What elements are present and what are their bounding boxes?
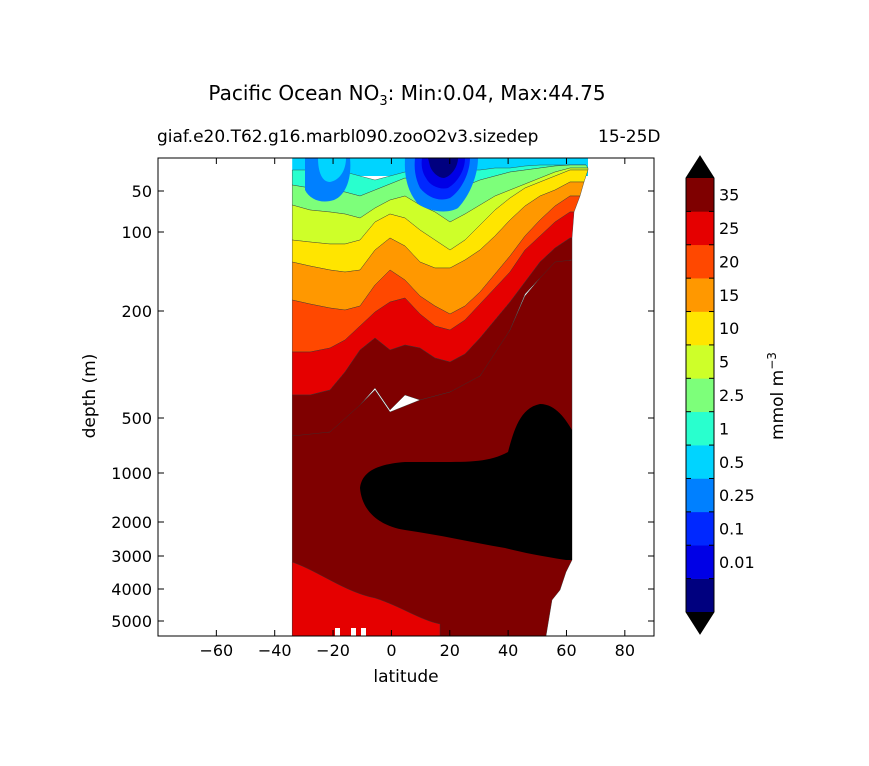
colorbar: 0.01 0.1 0.25 0.5 1 2.5 5 10 15 20 25 35 bbox=[685, 155, 755, 635]
plot-area-frame bbox=[157, 157, 655, 637]
x-tick-label: 60 bbox=[556, 641, 576, 660]
colorbar-tick-label: 20 bbox=[719, 252, 739, 271]
contour-band bbox=[318, 158, 346, 182]
x-tick-label: 40 bbox=[498, 641, 518, 660]
colorbar-swatch bbox=[686, 511, 714, 546]
x-tick-label: −60 bbox=[199, 641, 233, 660]
colorbar-swatch bbox=[686, 411, 714, 446]
colorbar-tick-label: 2.5 bbox=[719, 386, 744, 405]
colorbar-tick-label: 0.1 bbox=[719, 520, 744, 539]
colorbar-extend-max bbox=[686, 156, 714, 178]
contour-over-max bbox=[360, 404, 572, 560]
y-tick-label: 2000 bbox=[111, 513, 152, 532]
missing-data-cell bbox=[335, 628, 340, 636]
y-tick-label: 500 bbox=[121, 409, 152, 428]
colorbar-swatch bbox=[686, 378, 714, 412]
contour-field bbox=[292, 158, 589, 636]
colorbar-tick-label: 25 bbox=[719, 219, 739, 238]
contour-band bbox=[292, 561, 441, 636]
missing-data-cell bbox=[351, 628, 356, 636]
colorbar-tick-label: 10 bbox=[719, 319, 739, 338]
y-axis-label: depth (m) bbox=[80, 354, 100, 439]
colorbar-outline bbox=[685, 155, 715, 635]
colorbar-swatch bbox=[686, 545, 714, 579]
colorbar-swatch bbox=[686, 478, 714, 513]
colorbar-tick-label: 5 bbox=[719, 353, 729, 372]
x-tick-label: 0 bbox=[386, 641, 396, 660]
x-tick-label: −20 bbox=[316, 641, 350, 660]
x-tick-label: 20 bbox=[440, 641, 460, 660]
colorbar-swatch bbox=[686, 344, 714, 379]
colorbar-swatch bbox=[686, 211, 714, 246]
y-tick-label: 5000 bbox=[111, 612, 152, 631]
y-axis: 50 100 200 500 1000 2000 3000 4000 5000 bbox=[111, 182, 654, 631]
colorbar-tick-label: 0.25 bbox=[719, 486, 755, 505]
colorbar-extend-min bbox=[686, 612, 714, 634]
colorbar-tick-label: 1 bbox=[719, 419, 729, 438]
colorbar-swatch bbox=[686, 311, 714, 346]
colorbar-swatch bbox=[686, 445, 714, 479]
colorbar-tick-label: 35 bbox=[719, 186, 739, 205]
y-tick-label: 1000 bbox=[111, 464, 152, 483]
contour-band bbox=[428, 158, 458, 178]
x-tick-label: −40 bbox=[258, 641, 292, 660]
colorbar-swatch bbox=[686, 244, 714, 279]
colorbar-swatch bbox=[686, 578, 714, 613]
y-tick-label: 4000 bbox=[111, 580, 152, 599]
chart-title: Pacific Ocean NO3: Min:0.04, Max:44.75 bbox=[208, 81, 605, 109]
colorbar-swatch bbox=[686, 178, 714, 212]
chart-subtitle-period: 15-25D bbox=[598, 127, 661, 147]
colorbar-swatch bbox=[686, 278, 714, 312]
x-axis-label: latitude bbox=[373, 667, 438, 687]
x-tick-label: 80 bbox=[615, 641, 635, 660]
y-tick-label: 100 bbox=[121, 223, 152, 242]
colorbar-tick-label: 15 bbox=[719, 286, 739, 305]
y-tick-label: 3000 bbox=[111, 547, 152, 566]
y-tick-label: 50 bbox=[132, 182, 152, 201]
chart-subtitle-run: giaf.e20.T62.g16.marbl090.zooO2v3.sizede… bbox=[157, 127, 538, 147]
colorbar-tick-label: 0.01 bbox=[719, 553, 755, 572]
colorbar-label: mmol m−3 bbox=[765, 352, 788, 440]
missing-data-cell bbox=[361, 628, 366, 636]
y-tick-label: 200 bbox=[121, 302, 152, 321]
colorbar-tick-label: 0.5 bbox=[719, 453, 744, 472]
x-axis: −60 −40 −20 0 20 40 60 80 bbox=[199, 158, 635, 660]
